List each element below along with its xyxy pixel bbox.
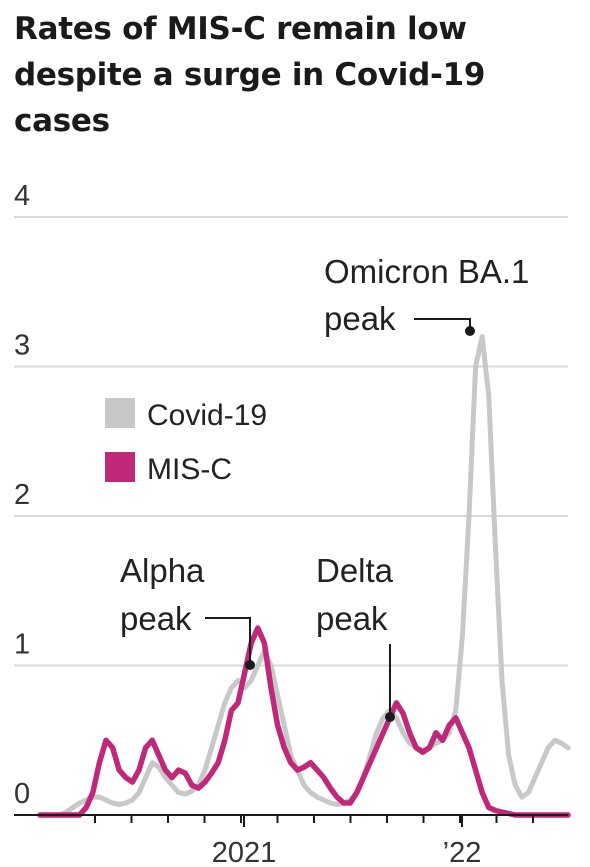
delta-peak-marker bbox=[385, 712, 395, 722]
covid-19-line bbox=[37, 334, 571, 818]
delta-peak-label: peak bbox=[316, 600, 388, 637]
y-tick-label: 1 bbox=[14, 629, 30, 661]
omicron-peak-label: peak bbox=[324, 300, 396, 337]
omicron-peak-leader bbox=[414, 318, 471, 331]
legend-covid-19-swatch bbox=[105, 398, 135, 428]
omicron-peak-marker bbox=[465, 326, 475, 336]
y-tick-label: 3 bbox=[14, 330, 30, 362]
alpha-peak-label: peak bbox=[120, 600, 192, 637]
y-tick-label: 2 bbox=[14, 479, 30, 511]
legend: Covid-19 MIS-C bbox=[105, 398, 267, 486]
legend-covid-19-label: Covid-19 bbox=[147, 399, 267, 432]
y-tick-label: 0 bbox=[14, 778, 30, 810]
chart-title: Rates of MIS-C remain low despite a surg… bbox=[14, 11, 486, 139]
x-tick-label: ’22 bbox=[443, 837, 482, 867]
delta-peak-label: Delta bbox=[316, 552, 394, 589]
legend-mis-c-label: MIS-C bbox=[147, 453, 232, 486]
x-tick-label: 2021 bbox=[212, 837, 277, 867]
legend-mis-c-swatch bbox=[105, 452, 135, 482]
x-axis: 2021 ’22 bbox=[14, 814, 568, 867]
alpha-peak-marker bbox=[245, 660, 255, 670]
series-lines bbox=[37, 334, 571, 818]
mis-c-line bbox=[37, 625, 571, 818]
y-axis-ticks: 0 1 2 3 4 bbox=[14, 180, 30, 810]
alpha-peak-leader bbox=[205, 617, 251, 665]
y-tick-label: 4 bbox=[14, 180, 30, 212]
omicron-peak-label: Omicron BA.1 bbox=[324, 253, 529, 290]
alpha-peak-label: Alpha bbox=[120, 552, 205, 589]
peak-annotations: Alpha peak Delta peak Omicron BA.1 peak bbox=[120, 253, 529, 722]
